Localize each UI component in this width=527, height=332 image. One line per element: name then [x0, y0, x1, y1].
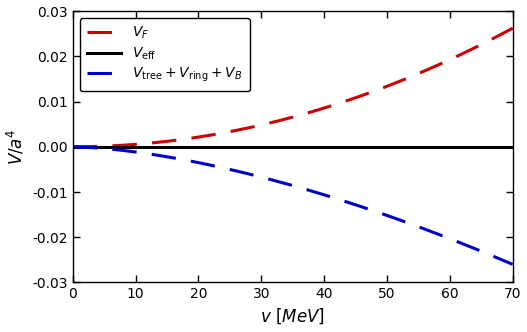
- $V_F$: [413, 73, 419, 77]
- $V_F$: [70, 145, 76, 149]
- $V_\mathrm{eff}$: [264, 145, 270, 149]
- $V_F$: [510, 26, 516, 30]
- $V_\mathrm{tree}+V_\mathrm{ring}+V_B$: [248, 172, 254, 176]
- $V_\mathrm{eff}$: [70, 145, 76, 149]
- $V_\mathrm{eff}$: [510, 145, 516, 149]
- Y-axis label: $V/a^4$: $V/a^4$: [6, 128, 27, 165]
- $V_\mathrm{eff}$: [413, 145, 419, 149]
- $V_\mathrm{tree}+V_\mathrm{ring}+V_B$: [114, 148, 121, 152]
- $V_\mathrm{tree}+V_\mathrm{ring}+V_B$: [264, 177, 270, 181]
- $V_\mathrm{eff}$: [248, 145, 254, 149]
- $V_\mathrm{tree}+V_\mathrm{ring}+V_B$: [372, 209, 378, 213]
- $V_\mathrm{eff}$: [114, 145, 121, 149]
- $V_F$: [372, 89, 378, 93]
- $V_F$: [248, 125, 254, 129]
- $V_\mathrm{tree}+V_\mathrm{ring}+V_B$: [421, 227, 427, 231]
- $V_\mathrm{eff}$: [421, 145, 427, 149]
- $V_F$: [421, 69, 427, 73]
- $V_\mathrm{tree}+V_\mathrm{ring}+V_B$: [510, 262, 516, 266]
- $V_F$: [264, 122, 270, 126]
- Line: $V_F$: $V_F$: [73, 28, 513, 147]
- Line: $V_\mathrm{tree}+V_\mathrm{ring}+V_B$: $V_\mathrm{tree}+V_\mathrm{ring}+V_B$: [73, 147, 513, 264]
- $V_\mathrm{tree}+V_\mathrm{ring}+V_B$: [70, 145, 76, 149]
- $V_\mathrm{eff}$: [372, 145, 378, 149]
- $V_F$: [114, 143, 121, 147]
- X-axis label: $v\ [\mathit{MeV}]$: $v\ [\mathit{MeV}]$: [260, 307, 325, 326]
- Legend: $V_F$, $V_\mathrm{eff}$, $V_\mathrm{tree}+V_\mathrm{ring}+V_B$: $V_F$, $V_\mathrm{eff}$, $V_\mathrm{tree…: [80, 18, 250, 91]
- $V_\mathrm{tree}+V_\mathrm{ring}+V_B$: [413, 224, 419, 228]
